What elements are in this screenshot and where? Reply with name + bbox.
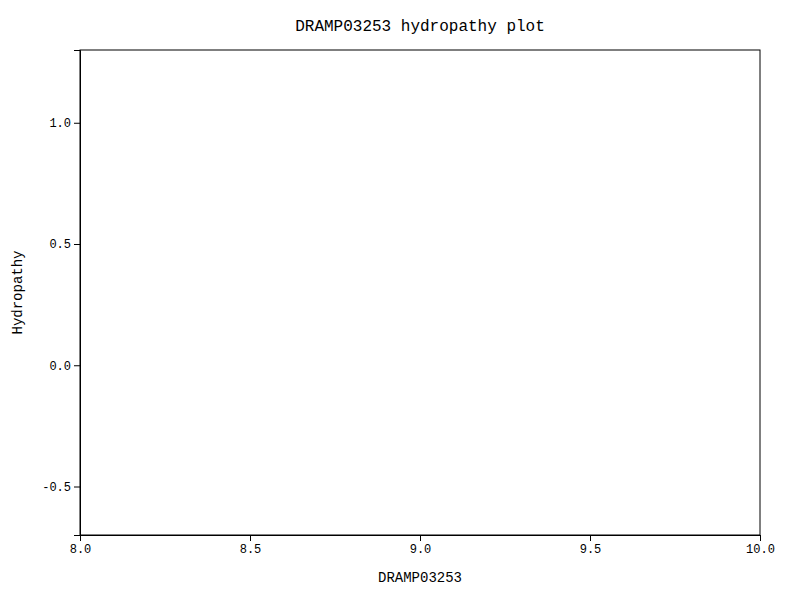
plot: 8.0 8.5 9.0 9.5 10.0 -0.5 0.0 0.5 1.0 bbox=[42, 50, 775, 557]
tick: 1.0 bbox=[49, 117, 80, 131]
x-axis-title: DRAMP03253 bbox=[378, 570, 462, 586]
tick-mark bbox=[74, 365, 80, 366]
tick-label: 1.0 bbox=[49, 117, 71, 131]
tick-label: 10.0 bbox=[746, 543, 775, 557]
tick-mark bbox=[420, 535, 421, 541]
tick: 9.5 bbox=[580, 535, 602, 557]
tick-mark bbox=[590, 535, 591, 541]
y-axis-title: Hydropathy bbox=[10, 250, 26, 334]
tick-label: 9.5 bbox=[580, 543, 602, 557]
tick: -0.5 bbox=[42, 481, 80, 495]
tick-mark bbox=[74, 123, 80, 124]
tick: 9.0 bbox=[410, 535, 432, 557]
tick-mark bbox=[74, 487, 80, 488]
tick: 0.5 bbox=[49, 238, 80, 252]
chart: 8.0 8.5 9.0 9.5 10.0 -0.5 0.0 0.5 1.0 DRAMP03253 … bbox=[0, 0, 800, 600]
tick-mark bbox=[74, 244, 80, 245]
tick: 8.5 bbox=[240, 535, 262, 557]
tick: 8.0 bbox=[70, 535, 92, 557]
tick-label: 0.0 bbox=[49, 360, 71, 374]
tick: 10.0 bbox=[746, 535, 775, 557]
title: DRAMP03253 hydropathy plot bbox=[295, 18, 545, 36]
y-axis: -0.5 0.0 0.5 1.0 bbox=[42, 51, 80, 536]
tick-label: -0.5 bbox=[42, 481, 71, 495]
tick: 0.0 bbox=[49, 360, 80, 374]
axis-line bbox=[74, 51, 81, 536]
tick-mark bbox=[760, 535, 761, 541]
tick-label: 8.0 bbox=[70, 543, 92, 557]
axis-line bbox=[81, 536, 761, 542]
tick-mark bbox=[250, 535, 251, 541]
x-axis: 8.0 8.5 9.0 9.5 10.0 bbox=[70, 535, 775, 557]
tick-label: 9.0 bbox=[410, 543, 432, 557]
frame bbox=[80, 50, 760, 535]
tick-label: 0.5 bbox=[49, 238, 71, 252]
tick-label: 8.5 bbox=[240, 543, 262, 557]
